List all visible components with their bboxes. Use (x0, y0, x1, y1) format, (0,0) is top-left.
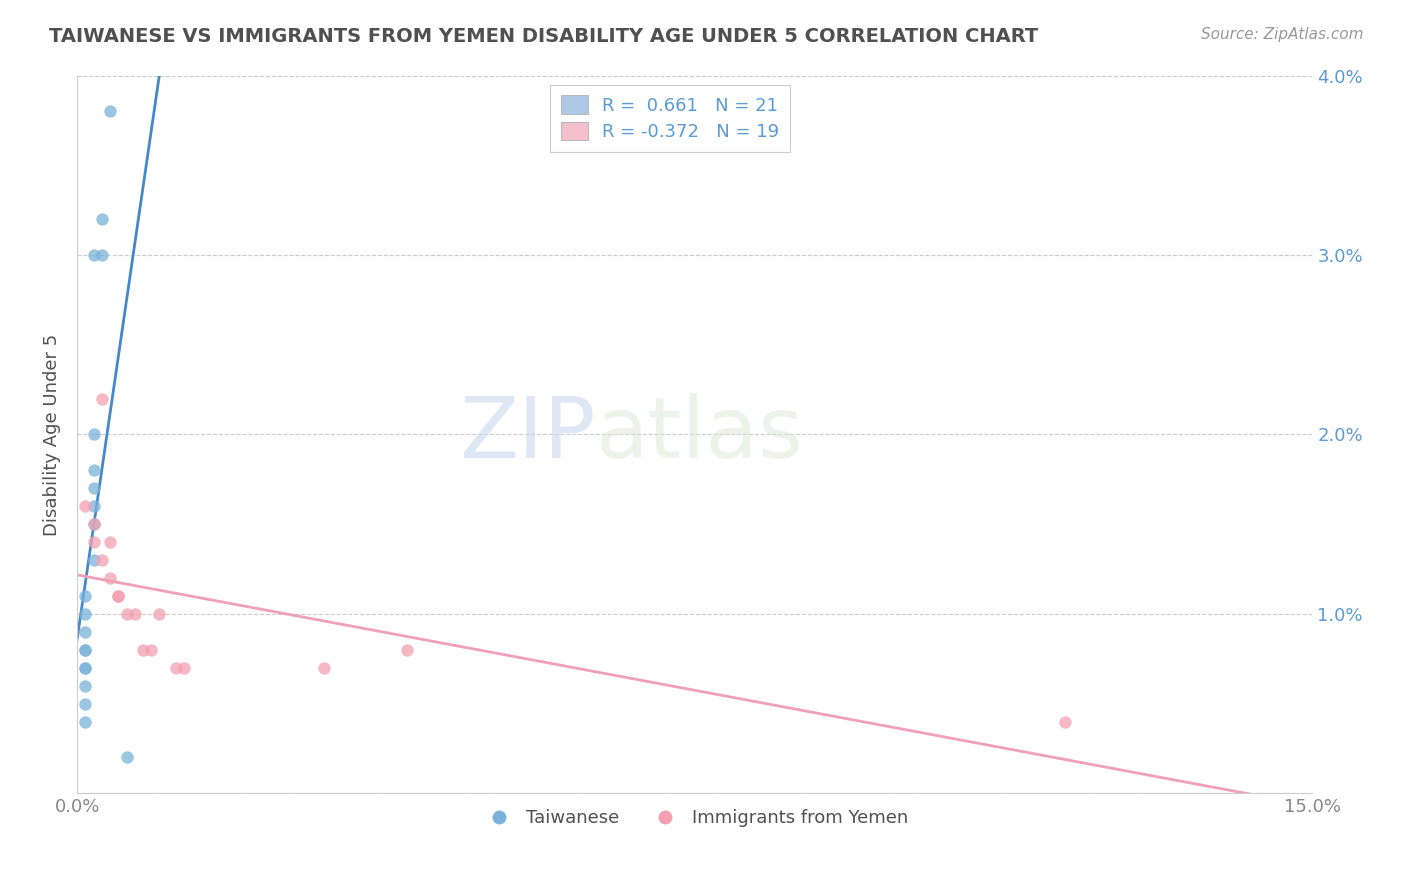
Point (75, 661, 97, 675)
Point (75, 500, 97, 514)
Text: atlas: atlas (596, 393, 804, 476)
Point (90, 212, 112, 227)
Point (148, 607, 170, 621)
Point (83, 535, 105, 549)
Point (83, 463, 105, 477)
Point (75, 714, 97, 729)
Point (83, 248, 105, 262)
Point (124, 607, 146, 621)
Point (75, 624, 97, 639)
Point (75, 661, 97, 675)
Point (75, 642, 97, 657)
Point (90, 248, 112, 262)
Point (98, 535, 121, 549)
Point (83, 553, 105, 567)
Point (83, 517, 105, 532)
Text: ZIP: ZIP (460, 393, 596, 476)
Point (90, 392, 112, 406)
Point (83, 481, 105, 495)
Text: Source: ZipAtlas.com: Source: ZipAtlas.com (1201, 27, 1364, 42)
Point (115, 750, 138, 764)
Point (395, 642, 418, 657)
Point (173, 661, 195, 675)
Text: TAIWANESE VS IMMIGRANTS FROM YEMEN DISABILITY AGE UNDER 5 CORRELATION CHART: TAIWANESE VS IMMIGRANTS FROM YEMEN DISAB… (49, 27, 1039, 45)
Point (107, 589, 129, 603)
Point (75, 589, 97, 603)
Point (98, 571, 121, 585)
Point (75, 642, 97, 657)
Y-axis label: Disability Age Under 5: Disability Age Under 5 (44, 334, 60, 535)
Point (83, 500, 105, 514)
Point (165, 661, 187, 675)
Point (75, 607, 97, 621)
Point (314, 661, 336, 675)
Point (132, 642, 155, 657)
Legend: Taiwanese, Immigrants from Yemen: Taiwanese, Immigrants from Yemen (474, 802, 915, 835)
Point (75, 679, 97, 693)
Point (90, 553, 112, 567)
Point (75, 697, 97, 711)
Point (83, 517, 105, 532)
Point (1054, 714, 1077, 729)
Point (141, 642, 163, 657)
Point (83, 427, 105, 442)
Point (115, 607, 138, 621)
Point (107, 589, 129, 603)
Point (98, 104, 121, 119)
